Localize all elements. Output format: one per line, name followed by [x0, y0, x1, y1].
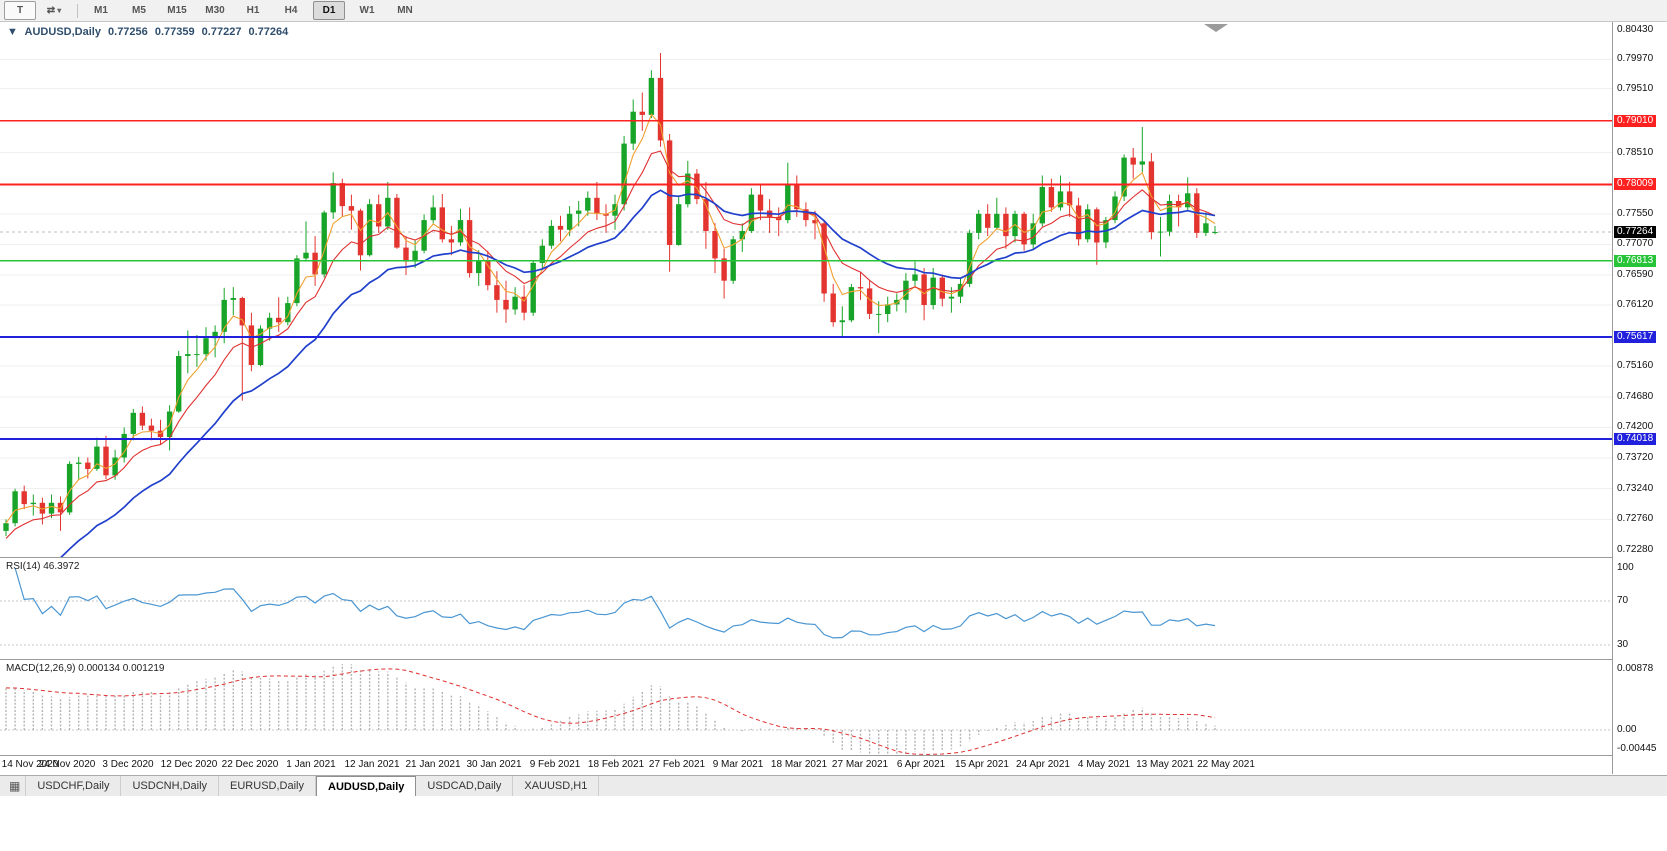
rsi-scale-label: 100 [1617, 562, 1634, 573]
price-scale-label: 0.76590 [1617, 269, 1654, 280]
price-scale-label: 0.77550 [1617, 208, 1654, 219]
time-axis[interactable]: 14 Nov 2020 24 Nov 2020 3 Dec 2020 12 Dec 2… [0, 756, 1612, 774]
date-axis-label: 1 Jan 2021 [286, 759, 336, 770]
charts-list-icon[interactable]: ▦ [4, 776, 27, 796]
macd-indicator-label: MACD(12,26,9) 0.000134 0.001219 [6, 663, 165, 674]
rsi-scale-label: 70 [1617, 595, 1629, 606]
date-axis-label: 21 Jan 2021 [405, 759, 461, 770]
chart-tabs: USDCHF,Daily USDCNH,Daily EURUSD,Daily AUDU… [26, 776, 600, 796]
timeframe-button-m30[interactable]: M30 [205, 5, 225, 16]
date-axis-label: 24 Nov 2020 [38, 759, 96, 770]
timeframe-button-d1[interactable]: D1 [313, 1, 345, 20]
timeframe-button-m15[interactable]: M15 [167, 5, 187, 16]
chart-tab-xauusd[interactable]: XAUUSD,H1 [513, 776, 600, 796]
ohlc-low: 0.77227 [201, 26, 242, 38]
price-chart-canvas[interactable] [0, 22, 1612, 558]
date-axis-label: 15 Apr 2021 [955, 759, 1009, 770]
chart-tab-usdchf[interactable]: USDCHF,Daily [26, 776, 122, 796]
date-axis-label: 22 Dec 2020 [221, 759, 279, 770]
price-level-badge: 0.75617 [1614, 331, 1657, 343]
panel-resize-handle[interactable] [0, 659, 1667, 660]
timeframe-toolbar: T ⇄ ▾ M1 M5 M15 M30 H1 H4 D1 W1 MN [0, 0, 1667, 22]
price-scale-label: 0.77070 [1617, 238, 1654, 249]
price-level-badge: 0.76813 [1614, 255, 1657, 267]
panel-resize-handle[interactable] [0, 557, 1667, 558]
price-scale-label: 0.79970 [1617, 53, 1654, 64]
toolbar-button-t[interactable]: T [4, 1, 36, 20]
timeframe-buttons: M1 M5 M15 M30 H1 H4 D1 W1 MN [85, 1, 421, 20]
cycle-arrows-icon: ⇄ [46, 5, 56, 16]
macd-panel-canvas[interactable] [0, 660, 1612, 756]
chart-tab-bar: ▦ USDCHF,Daily USDCNH,Daily EURUSD,Daily AU… [0, 775, 1667, 796]
date-axis-label: 6 Apr 2021 [896, 759, 946, 770]
chart-tab-eurusd[interactable]: EURUSD,Daily [219, 776, 316, 796]
price-axis[interactable]: 0.80430 0.79970 0.79510 0.79010 0.78510 0.780… [1612, 22, 1667, 774]
symbol-cycle-button[interactable]: ⇄ ▾ [38, 1, 70, 20]
ohlc-open: 0.77256 [108, 26, 148, 38]
rsi-panel-canvas[interactable] [0, 558, 1612, 659]
date-axis-label: 14 Nov 2020 [1, 759, 59, 770]
dropdown-caret-icon: ▾ [57, 6, 62, 15]
macd-scale-label: -0.00445 [1617, 743, 1657, 754]
price-scale-label: 0.72280 [1617, 544, 1654, 555]
date-axis-label: 24 Apr 2021 [1016, 759, 1070, 770]
date-axis-label: 18 Mar 2021 [770, 759, 828, 770]
date-axis-label: 30 Jan 2021 [466, 759, 522, 770]
collapse-triangle-icon[interactable]: ▼ [7, 26, 18, 38]
panel-separator [0, 755, 1667, 756]
price-scale-label: 0.73720 [1617, 452, 1654, 463]
date-axis-label: 4 May 2021 [1077, 759, 1131, 770]
price-level-badge: 0.77264 [1614, 226, 1657, 238]
price-scale-label: 0.74680 [1617, 391, 1654, 402]
ohlc-high: 0.77359 [154, 26, 195, 38]
date-axis-label: 3 Dec 2020 [102, 759, 154, 770]
chart-tab-audusd[interactable]: AUDUSD,Daily [316, 776, 417, 796]
price-level-badge: 0.79010 [1614, 115, 1657, 127]
chart-tab-usdcad[interactable]: USDCAD,Daily [416, 776, 514, 796]
date-axis-label: 27 Mar 2021 [831, 759, 889, 770]
toolbar-separator [77, 3, 78, 18]
rsi-indicator-label: RSI(14) 46.3972 [6, 561, 80, 572]
price-scale-label: 0.78510 [1617, 147, 1654, 158]
date-axis-label: 18 Feb 2021 [587, 759, 645, 770]
macd-scale-label: 0.00 [1617, 724, 1637, 735]
price-scale-label: 0.74200 [1617, 421, 1654, 432]
timeframe-button-m1[interactable]: M1 [94, 5, 108, 16]
price-scale-label: 0.75160 [1617, 360, 1654, 371]
date-axis-label: 27 Feb 2021 [648, 759, 706, 770]
macd-scale-label: 0.00878 [1617, 663, 1654, 674]
timeframe-button-w1[interactable]: W1 [359, 5, 375, 16]
chart-shift-marker [1204, 24, 1228, 32]
price-scale-label: 0.80430 [1617, 24, 1654, 35]
price-level-badge: 0.74018 [1614, 433, 1657, 445]
timeframe-button-mn[interactable]: MN [397, 5, 413, 16]
price-scale-label: 0.79510 [1617, 83, 1654, 94]
date-axis-label: 12 Jan 2021 [344, 759, 400, 770]
timeframe-button-h4[interactable]: H4 [284, 5, 298, 16]
timeframe-button-m5[interactable]: M5 [132, 5, 146, 16]
price-scale-label: 0.73240 [1617, 483, 1654, 494]
chart-symbol-period: AUDUSD,Daily [24, 26, 101, 38]
ohlc-close: 0.77264 [248, 26, 289, 38]
date-axis-label: 13 May 2021 [1136, 759, 1194, 770]
date-axis-label: 22 May 2021 [1197, 759, 1255, 770]
date-axis-label: 9 Mar 2021 [712, 759, 764, 770]
price-scale-label: 0.76120 [1617, 299, 1654, 310]
price-scale-label: 0.72760 [1617, 513, 1654, 524]
rsi-scale-label: 30 [1617, 639, 1629, 650]
timeframe-button-h1[interactable]: H1 [246, 5, 260, 16]
chart-ohlc-readout: ▼ AUDUSD,Daily 0.77256 0.77359 0.77227 0… [7, 26, 292, 38]
price-level-badge: 0.78009 [1614, 178, 1657, 190]
date-axis-label: 12 Dec 2020 [160, 759, 218, 770]
chart-tab-usdcnh[interactable]: USDCNH,Daily [121, 776, 220, 796]
date-axis-label: 9 Feb 2021 [529, 759, 581, 770]
